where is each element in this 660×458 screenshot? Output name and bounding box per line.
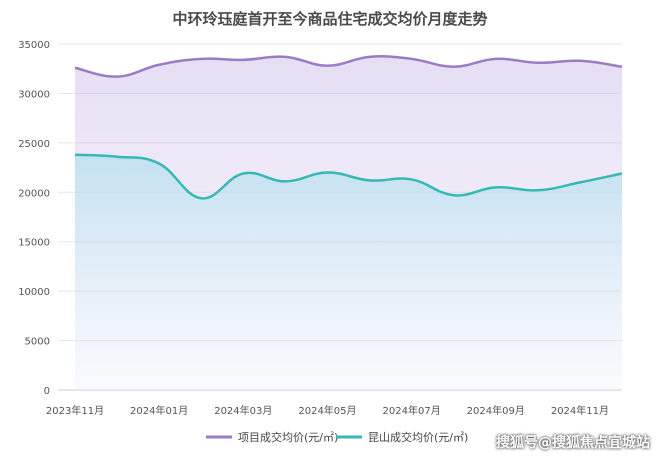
line-layer [74,55,623,200]
series-line-1 [74,153,623,200]
y-tick-label: 15000 [18,238,50,249]
x-tick-label: 2024年11月 [551,404,609,417]
y-tick-label: 25000 [18,139,50,150]
y-axis-ticks: 0 5000 10000 15000 20000 25000 30000 35000 [18,40,50,397]
chart-title: 中环玲珏庭首开至今商品住宅成交均价月度走势 [172,10,488,28]
watermark: 搜狐号@搜狐焦点宜城站 [496,435,650,451]
x-tick-label: 2024年01月 [130,404,188,417]
legend-label: 项目成交均价(元/㎡) [238,430,338,444]
y-tick-label: 10000 [18,287,50,298]
legend-label: 昆山成交均价(元/㎡) [368,430,468,444]
x-tick-label: 2024年03月 [214,404,272,417]
series-area-1 [75,154,622,390]
area-layer [75,56,622,391]
x-axis-ticks: 2023年11月 2024年01月 2024年03月 2024年05月 2024年07月… [46,404,609,417]
legend: 项目成交均价(元/㎡) 昆山成交均价(元/㎡) [206,430,468,444]
series-line-0 [74,55,623,78]
x-tick-label: 2024年07月 [383,404,441,417]
y-tick-label: 35000 [18,40,50,51]
y-tick-label: 5000 [25,337,50,348]
x-tick-label: 2024年09月 [467,404,525,417]
y-tick-label: 30000 [18,89,50,100]
y-tick-label: 20000 [18,188,50,199]
x-tick-label: 2023年11月 [46,404,104,417]
y-tick-label: 0 [44,386,50,397]
x-tick-label: 2024年05月 [298,404,356,417]
